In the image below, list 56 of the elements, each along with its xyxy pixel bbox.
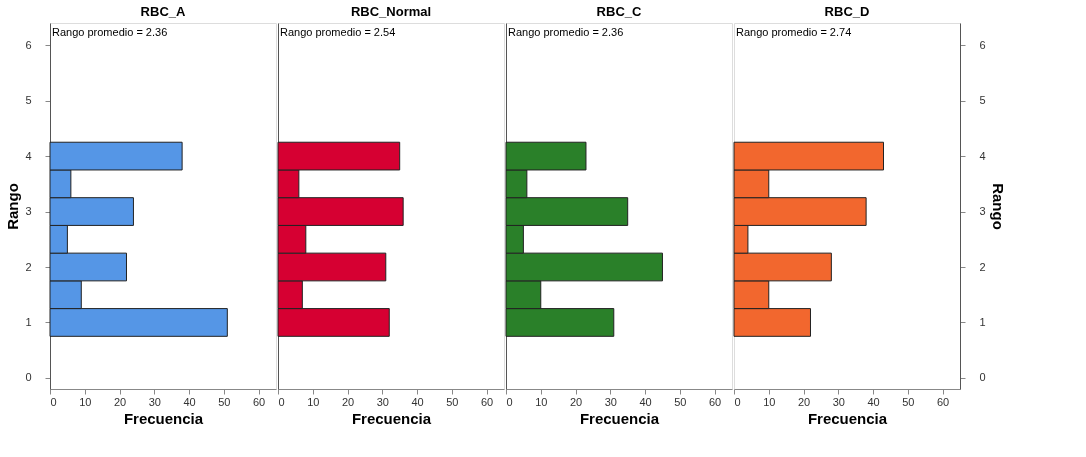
- x-tick-label: 30: [604, 395, 617, 408]
- y-axis-title: Rango: [989, 183, 1007, 230]
- y-tick-label: 3: [25, 205, 32, 218]
- x-tick-label: 0: [506, 395, 513, 408]
- x-tick-label: 10: [535, 395, 548, 408]
- y-axis-title: Rango: [4, 183, 22, 230]
- y-tick-label: 1: [979, 315, 986, 328]
- y-tick-label: 3: [979, 205, 986, 218]
- x-tick-label: 30: [376, 395, 389, 408]
- x-tick-label: 40: [411, 395, 424, 408]
- x-tick-label: 60: [708, 395, 722, 408]
- x-tick-label: 20: [341, 395, 355, 408]
- x-tick-label: 50: [902, 395, 915, 408]
- y-tick-label: 1: [25, 315, 32, 328]
- x-tick-label: 10: [307, 395, 320, 408]
- y-tick-label: 0: [979, 371, 986, 384]
- x-tick-label: 60: [252, 395, 266, 408]
- chart-title: RBC_D: [824, 4, 870, 19]
- annotation: Rango promedio = 2.36: [52, 26, 168, 38]
- x-tick-label: 20: [797, 395, 811, 408]
- annotation: Rango promedio = 2.54: [280, 26, 396, 38]
- y-tick-label: 5: [25, 94, 32, 107]
- y-tick-label: 6: [979, 38, 986, 51]
- x-tick-label: 40: [639, 395, 652, 408]
- x-tick-label: 50: [674, 395, 687, 408]
- y-tick-label: 4: [25, 149, 32, 162]
- y-tick-label: 5: [979, 94, 986, 107]
- x-axis-title: Frecuencia: [351, 409, 432, 427]
- x-axis-title: Frecuencia: [807, 409, 888, 427]
- y-tick-label: 6: [25, 38, 32, 51]
- x-tick-label: 50: [218, 395, 231, 408]
- x-tick-label: 60: [936, 395, 950, 408]
- x-tick-label: 30: [832, 395, 845, 408]
- annotation: Rango promedio = 2.36: [508, 26, 624, 38]
- x-tick-label: 30: [148, 395, 161, 408]
- x-tick-label: 10: [763, 395, 776, 408]
- x-tick-label: 10: [79, 395, 92, 408]
- y-tick-label: 2: [979, 260, 986, 273]
- x-tick-label: 0: [278, 395, 285, 408]
- x-tick-label: 50: [446, 395, 459, 408]
- chart-title: RBC_Normal: [350, 4, 432, 19]
- x-tick-label: 60: [480, 395, 494, 408]
- x-axis-title: Frecuencia: [579, 409, 660, 427]
- y-tick-label: 4: [979, 149, 986, 162]
- x-axis-title: Frecuencia: [123, 409, 204, 427]
- x-tick-label: 0: [50, 395, 57, 408]
- annotation: Rango promedio = 2.74: [736, 26, 852, 38]
- x-tick-label: 20: [113, 395, 127, 408]
- y-tick-label: 2: [25, 260, 32, 273]
- x-tick-label: 40: [183, 395, 196, 408]
- x-tick-label: 0: [734, 395, 741, 408]
- x-tick-label: 20: [569, 395, 583, 408]
- x-tick-label: 40: [867, 395, 880, 408]
- y-tick-label: 0: [25, 371, 32, 384]
- chart-title: RBC_A: [140, 4, 186, 19]
- chart-title: RBC_C: [596, 4, 642, 19]
